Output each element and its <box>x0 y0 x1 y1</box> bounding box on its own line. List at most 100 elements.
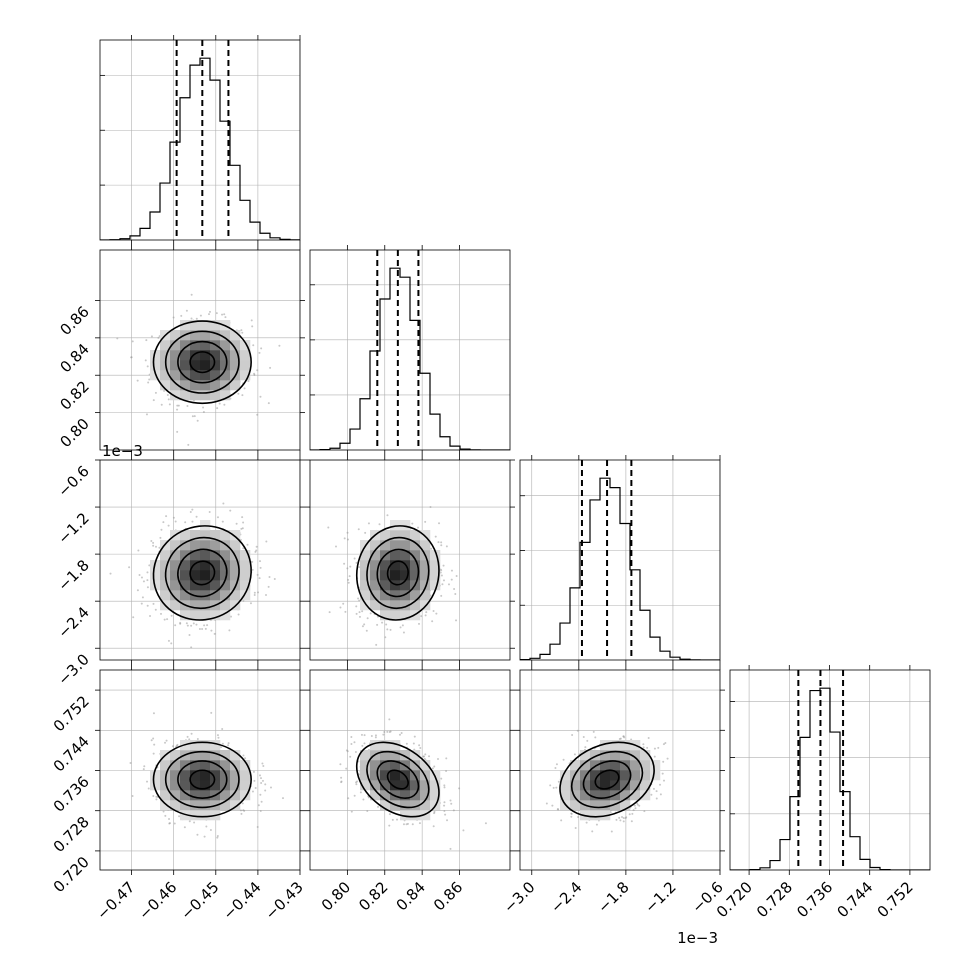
scatter-point <box>259 560 262 563</box>
density-cell <box>640 780 651 791</box>
scatter-point <box>188 634 191 637</box>
panel-content-0-0 <box>100 40 300 240</box>
scatter-point <box>422 755 425 758</box>
scatter-point <box>400 732 403 735</box>
scatter-point <box>190 317 193 320</box>
histogram-step-0 <box>100 57 300 240</box>
density-cell <box>170 790 181 801</box>
density-cell <box>360 550 371 561</box>
density-blocks <box>360 740 441 821</box>
density-cell <box>400 800 411 811</box>
density-cell <box>180 380 191 391</box>
scatter-point <box>347 581 350 584</box>
density-cell <box>580 780 591 791</box>
density-cell <box>230 330 241 341</box>
density-cell <box>370 560 381 571</box>
scatter-point <box>258 577 261 580</box>
density-cell <box>410 600 421 611</box>
density-cell <box>560 780 571 791</box>
density-cell <box>190 580 201 591</box>
scatter-point <box>440 541 443 544</box>
density-cell <box>380 570 391 581</box>
scatter-point <box>339 606 342 609</box>
density-cell <box>220 540 231 551</box>
density-cell <box>640 790 651 801</box>
scatter-point <box>223 403 226 406</box>
scatter-point <box>389 628 392 631</box>
scatter-point <box>237 392 240 395</box>
density-cell <box>390 600 401 611</box>
x-tick-label: 0.752 <box>874 878 917 921</box>
scatter-point <box>623 736 626 739</box>
contour-0 <box>189 351 216 374</box>
scatter-point <box>261 762 264 765</box>
panel-frame <box>729 669 931 871</box>
scatter-point <box>149 615 152 618</box>
density-cell <box>210 770 221 781</box>
scatter-point <box>647 736 650 739</box>
contour-1 <box>376 548 420 598</box>
scatter-point <box>235 522 238 525</box>
scatter-point <box>242 599 245 602</box>
density-cell <box>420 760 431 771</box>
density-cell <box>210 360 221 371</box>
histogram-panel-2 <box>519 455 721 665</box>
density-cell <box>410 780 421 791</box>
density-cell <box>230 590 241 601</box>
scatter-point <box>257 804 260 807</box>
density-cell <box>630 760 641 771</box>
contour-0 <box>386 769 409 790</box>
scatter-point <box>555 763 558 766</box>
scatter-panel-1-0: 0.800.820.840.86 <box>56 245 305 455</box>
density-cell <box>430 550 441 561</box>
density-cell <box>400 540 411 551</box>
scatter-point <box>610 830 613 833</box>
density-cell <box>410 810 421 821</box>
contour-2 <box>366 536 430 610</box>
scatter-point <box>354 750 357 753</box>
density-cell <box>360 770 371 781</box>
scatter-point <box>150 335 153 338</box>
density-cell <box>410 540 421 551</box>
x-tick-label: −0.47 <box>93 878 138 923</box>
scatter-point <box>443 801 446 804</box>
scatter-point <box>453 588 456 591</box>
density-cell <box>650 770 661 781</box>
density-cell <box>150 780 161 791</box>
scatter-point <box>405 823 408 826</box>
scatter-point <box>256 413 259 416</box>
density-cell <box>190 740 201 751</box>
scatter-point <box>620 815 623 818</box>
density-cell <box>620 800 631 811</box>
density-cell <box>170 390 181 401</box>
scatter-point <box>369 612 372 615</box>
density-cell <box>200 600 211 611</box>
scatter-point <box>237 613 240 616</box>
density-cell <box>570 790 581 801</box>
density-cell <box>240 370 251 381</box>
density-cell <box>620 770 631 781</box>
scatter-point <box>147 787 150 790</box>
scatter-point <box>109 572 112 575</box>
density-cell <box>420 790 431 801</box>
scatter-point <box>262 764 265 767</box>
x-tick-label: 0.86 <box>430 878 466 914</box>
density-cell <box>210 350 221 361</box>
scatter-point <box>570 812 573 815</box>
scatter-point <box>361 625 364 628</box>
scatter-point <box>189 511 192 514</box>
scatter-point <box>146 780 149 783</box>
scatter-point <box>150 739 153 742</box>
density-cell <box>170 600 181 611</box>
panel-content-2-0 <box>100 460 300 660</box>
density-cell <box>190 380 201 391</box>
density-cell <box>430 560 441 571</box>
scatter-point <box>646 746 649 749</box>
density-cell <box>380 740 391 751</box>
scatter-point <box>155 545 158 548</box>
density-cell <box>240 760 251 771</box>
scatter-point <box>440 594 443 597</box>
scatter-point <box>160 403 163 406</box>
scatter-point <box>165 515 168 518</box>
panel-content-3-2 <box>520 670 720 870</box>
